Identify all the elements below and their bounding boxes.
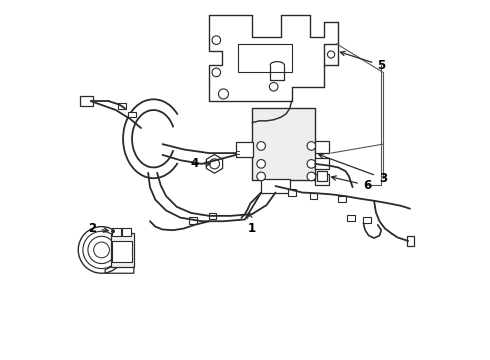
Bar [310, 193, 318, 199]
Bar [122, 228, 131, 236]
Text: 5: 5 [341, 51, 386, 72]
Bar [261, 179, 290, 193]
Bar [252, 108, 315, 180]
Bar [315, 140, 329, 153]
Circle shape [83, 231, 120, 269]
Bar [80, 96, 93, 107]
Bar [209, 213, 216, 220]
Bar [315, 158, 329, 169]
Circle shape [212, 36, 220, 44]
Bar [315, 174, 329, 185]
Circle shape [88, 236, 115, 264]
Bar [118, 103, 125, 109]
Bar [317, 171, 327, 181]
Bar [112, 241, 132, 262]
Circle shape [94, 242, 109, 258]
Text: 2: 2 [89, 222, 108, 235]
Circle shape [210, 159, 220, 169]
Bar [111, 233, 134, 267]
Text: 1: 1 [247, 213, 256, 235]
Text: 6: 6 [332, 176, 371, 192]
Bar [190, 217, 196, 224]
Bar [128, 112, 136, 117]
Circle shape [219, 89, 228, 99]
Circle shape [307, 159, 316, 168]
Circle shape [270, 82, 278, 91]
Bar [288, 189, 296, 196]
Circle shape [307, 172, 316, 181]
Circle shape [257, 141, 266, 150]
Bar [364, 217, 371, 223]
Circle shape [112, 230, 115, 233]
Bar [407, 236, 414, 246]
Circle shape [78, 226, 125, 273]
Circle shape [257, 159, 266, 168]
Bar [347, 215, 355, 221]
Text: 4: 4 [191, 157, 210, 170]
Circle shape [307, 141, 316, 150]
Text: 3: 3 [319, 154, 387, 185]
Bar [238, 44, 292, 72]
Circle shape [257, 172, 266, 181]
Bar [338, 196, 346, 202]
Circle shape [212, 68, 220, 77]
Bar [236, 141, 253, 157]
Bar [112, 228, 122, 236]
Circle shape [327, 51, 335, 58]
